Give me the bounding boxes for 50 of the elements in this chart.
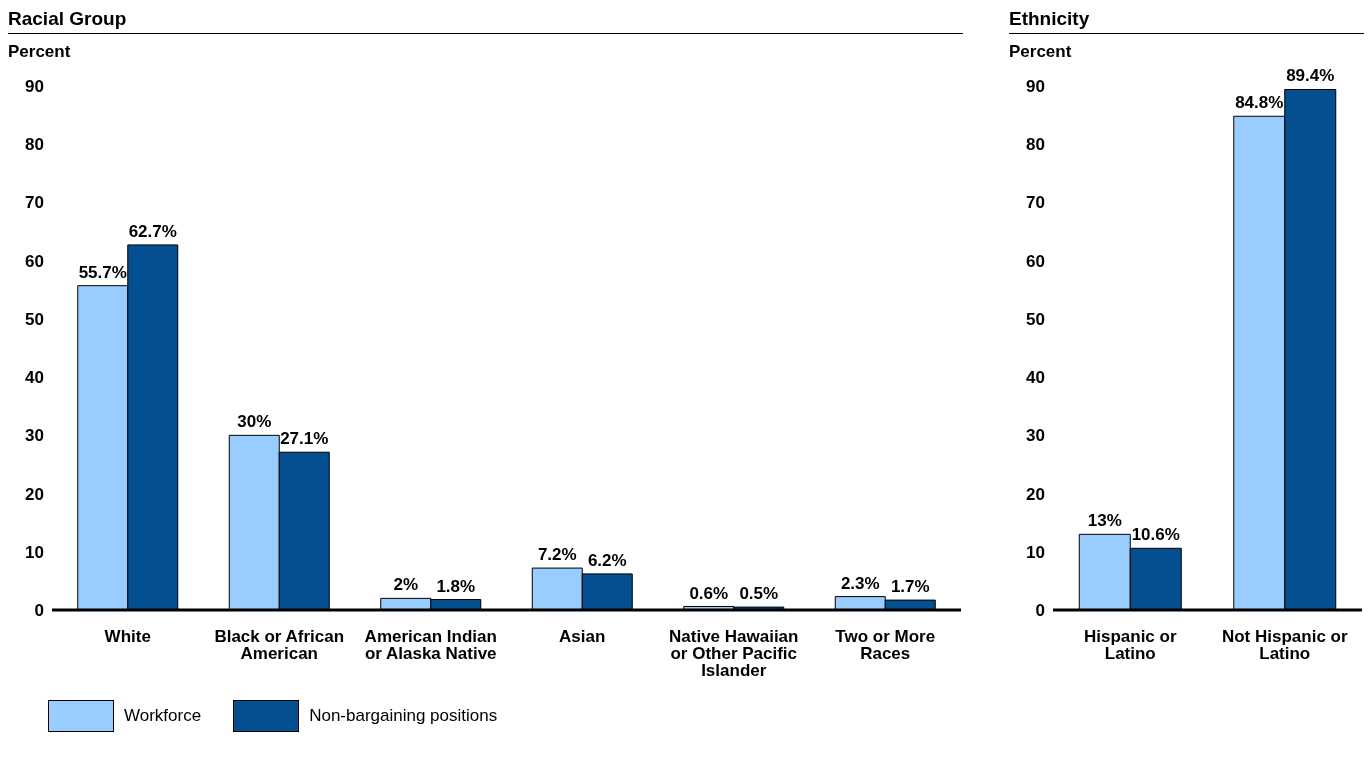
y-axis-title: Percent xyxy=(1009,42,1073,62)
y-axis-title: Percent xyxy=(8,42,72,62)
y-tick-label: 50 xyxy=(25,309,44,329)
x-tick-label: Two or More Races xyxy=(835,627,936,664)
y-tick-label: 60 xyxy=(1026,251,1045,271)
x-tick-label: Hispanic or Latino xyxy=(1083,627,1177,664)
x-tick-label: Not Hispanic or Latino xyxy=(1221,627,1348,664)
y-tick-label: 20 xyxy=(1026,484,1045,504)
y-tick-label: 40 xyxy=(1026,368,1045,388)
y-tick-label: 60 xyxy=(25,251,44,271)
data-label: 13% xyxy=(1087,511,1122,531)
y-tick-label: 70 xyxy=(25,193,44,213)
data-label: 62.7% xyxy=(128,221,177,241)
y-tick-label: 40 xyxy=(25,368,44,388)
y-tick-label: 70 xyxy=(1026,193,1045,213)
y-tick-label: 20 xyxy=(25,484,44,504)
y-tick-label: 90 xyxy=(25,77,44,97)
data-label: 2.3% xyxy=(840,573,880,593)
y-tick-label: 50 xyxy=(1026,309,1045,329)
y-tick-label: 0 xyxy=(1035,601,1045,621)
x-tick-label: Black or African American xyxy=(214,627,345,664)
y-tick-label: 0 xyxy=(34,601,44,621)
data-label: 0.6% xyxy=(689,583,729,603)
chart-title: Racial Group xyxy=(8,8,963,34)
chart-title: Ethnicity xyxy=(1009,8,1364,34)
data-label: 7.2% xyxy=(537,545,577,565)
x-tick-label: Asian xyxy=(559,627,606,647)
y-tick-label: 30 xyxy=(25,426,44,446)
y-tick-label: 10 xyxy=(25,542,44,562)
y-tick-label: 80 xyxy=(25,135,44,155)
data-label: 27.1% xyxy=(280,429,329,449)
data-label: 89.4% xyxy=(1286,66,1335,86)
data-label: 1.7% xyxy=(890,577,930,597)
data-label: 30% xyxy=(237,412,272,432)
x-tick-label: White xyxy=(104,627,151,647)
y-tick-label: 30 xyxy=(1026,426,1045,446)
x-tick-label: American Indian or Alaska Native xyxy=(364,627,497,664)
y-tick-label: 80 xyxy=(1026,135,1045,155)
data-label: 0.5% xyxy=(739,584,779,604)
x-tick-label: Native Hawaiian or Other Pacific Islander xyxy=(669,627,799,681)
y-tick-label: 10 xyxy=(1026,542,1045,562)
data-label: 6.2% xyxy=(587,550,627,570)
data-label: 10.6% xyxy=(1131,525,1180,545)
legend-label: Non-bargaining positions xyxy=(309,706,498,726)
legend-label: Workforce xyxy=(124,706,202,726)
data-label: 55.7% xyxy=(78,262,127,282)
data-label: 1.8% xyxy=(436,576,476,596)
data-label: 84.8% xyxy=(1235,93,1284,113)
data-label: 2% xyxy=(393,575,419,595)
y-tick-label: 90 xyxy=(1026,77,1045,97)
